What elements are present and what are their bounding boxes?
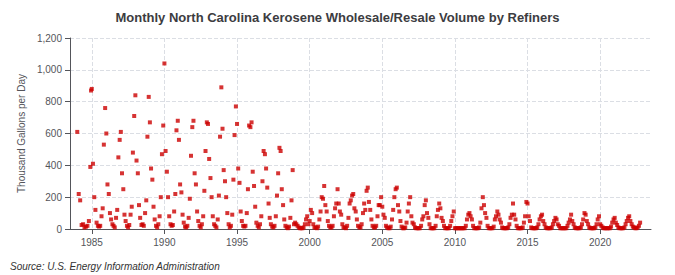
svg-text:2015: 2015: [516, 237, 539, 248]
svg-text:2005: 2005: [371, 237, 394, 248]
svg-text:800: 800: [45, 96, 62, 107]
svg-text:Source: U.S. Energy Informatio: Source: U.S. Energy Information Administ…: [10, 261, 220, 272]
svg-text:2000: 2000: [299, 237, 322, 248]
svg-text:0: 0: [56, 224, 62, 235]
svg-text:2010: 2010: [444, 237, 467, 248]
svg-text:1995: 1995: [226, 237, 249, 248]
svg-text:2020: 2020: [589, 237, 612, 248]
svg-text:Thousand Gallons per Day: Thousand Gallons per Day: [16, 74, 27, 193]
svg-text:600: 600: [45, 128, 62, 139]
svg-text:Monthly North Carolina Kerosen: Monthly North Carolina Kerosene Wholesal…: [115, 10, 559, 25]
svg-text:1,200: 1,200: [37, 33, 62, 44]
svg-text:1985: 1985: [81, 237, 104, 248]
svg-text:200: 200: [45, 192, 62, 203]
svg-text:400: 400: [45, 160, 62, 171]
svg-text:1990: 1990: [153, 237, 176, 248]
svg-text:1,000: 1,000: [37, 64, 62, 75]
